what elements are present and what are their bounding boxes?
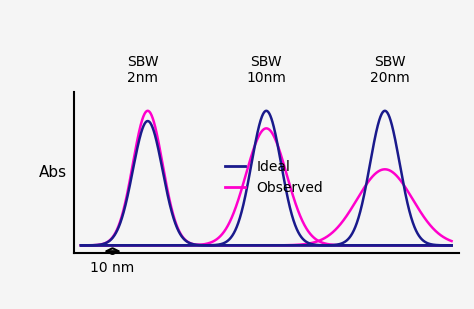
Legend: Ideal, Observed: Ideal, Observed	[219, 154, 329, 201]
Text: SBW
20nm: SBW 20nm	[370, 55, 410, 85]
Text: SBW
10nm: SBW 10nm	[246, 55, 286, 85]
Text: SBW
2nm: SBW 2nm	[127, 55, 159, 85]
Y-axis label: Abs: Abs	[39, 165, 67, 180]
Text: 10 nm: 10 nm	[91, 261, 135, 275]
